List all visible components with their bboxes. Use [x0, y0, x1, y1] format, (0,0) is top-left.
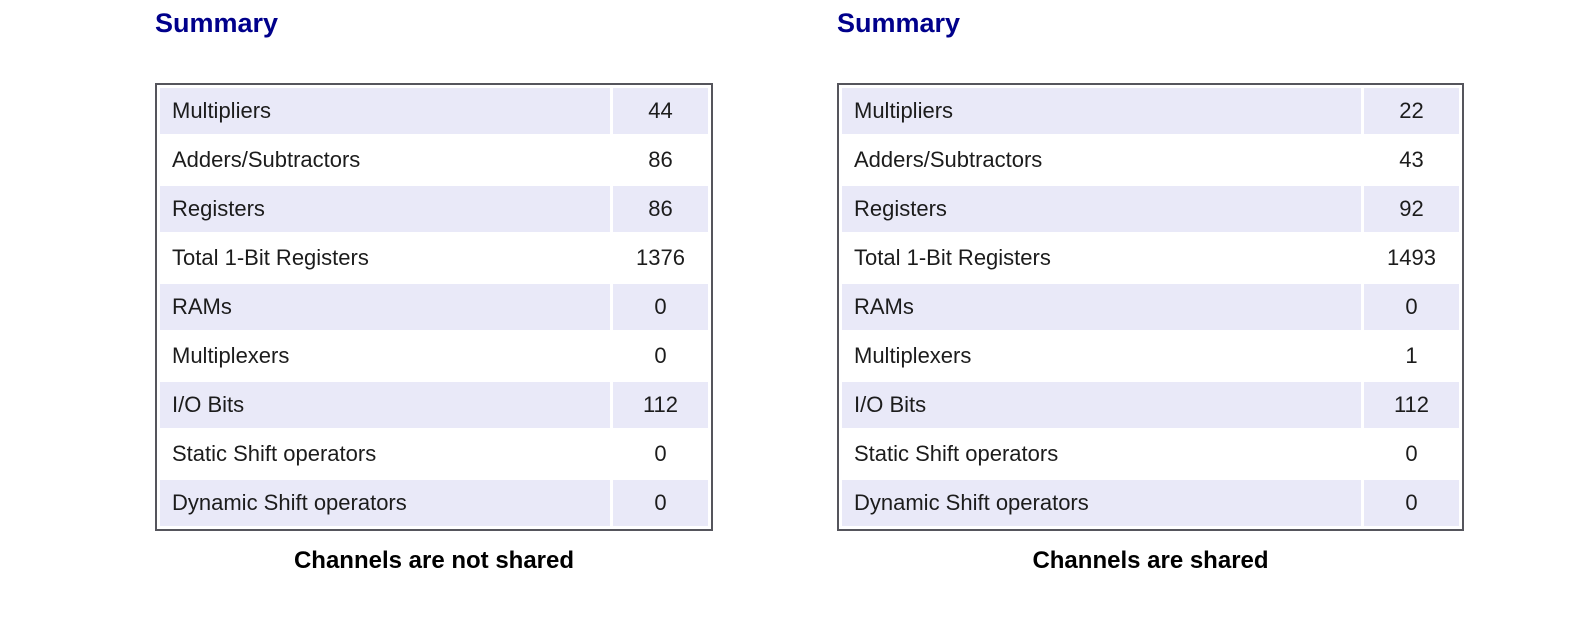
table-row-dynamic-shift-operators: Dynamic Shift operators 0 [160, 480, 708, 526]
table-row-static-shift-operators: Static Shift operators 0 [160, 431, 708, 477]
summary-panel-shared: Summary Multipliers 22 Adders/Subtractor… [837, 8, 1464, 618]
table-row-dynamic-shift-operators: Dynamic Shift operators 0 [842, 480, 1459, 526]
summary-heading: Summary [837, 8, 961, 38]
resource-value: 44 [613, 88, 708, 134]
summary-heading: Summary [155, 8, 279, 38]
resource-label: Registers [842, 186, 1361, 232]
resource-value: 0 [1364, 284, 1459, 330]
table-caption-not-shared: Channels are not shared [293, 547, 575, 574]
resource-label: Multiplexers [842, 333, 1361, 379]
table-row-total-1bit-registers: Total 1-Bit Registers 1376 [160, 235, 708, 281]
resource-label: Total 1-Bit Registers [842, 235, 1361, 281]
resource-label: I/O Bits [842, 382, 1361, 428]
table-row-adders-subtractors: Adders/Subtractors 43 [842, 137, 1459, 183]
resource-value: 1 [1364, 333, 1459, 379]
resource-value: 0 [613, 431, 708, 477]
resource-label: I/O Bits [160, 382, 610, 428]
resource-summary-table-not-shared: Multipliers 44 Adders/Subtractors 86 Reg… [155, 83, 713, 531]
resource-label: Multiplexers [160, 333, 610, 379]
resource-value: 0 [613, 480, 708, 526]
summary-panel-not-shared: Summary Multipliers 44 Adders/Subtractor… [155, 8, 713, 618]
resource-label: Dynamic Shift operators [160, 480, 610, 526]
table-row-io-bits: I/O Bits 112 [160, 382, 708, 428]
resource-value: 0 [613, 333, 708, 379]
resource-value: 92 [1364, 186, 1459, 232]
table-row-adders-subtractors: Adders/Subtractors 86 [160, 137, 708, 183]
resource-value: 86 [613, 137, 708, 183]
resource-label: Static Shift operators [160, 431, 610, 477]
resource-value: 112 [613, 382, 708, 428]
table-row-multiplexers: Multiplexers 0 [160, 333, 708, 379]
table-row-rams: RAMs 0 [842, 284, 1459, 330]
resource-label: Multipliers [160, 88, 610, 134]
resource-value: 1493 [1364, 235, 1459, 281]
resource-label: Static Shift operators [842, 431, 1361, 477]
resource-value: 0 [1364, 480, 1459, 526]
resource-label: Dynamic Shift operators [842, 480, 1361, 526]
resource-value: 86 [613, 186, 708, 232]
table-row-io-bits: I/O Bits 112 [842, 382, 1459, 428]
table-row-total-1bit-registers: Total 1-Bit Registers 1493 [842, 235, 1459, 281]
resource-label: RAMs [160, 284, 610, 330]
table-row-multipliers: Multipliers 22 [842, 88, 1459, 134]
resource-summary-table-shared: Multipliers 22 Adders/Subtractors 43 Reg… [837, 83, 1464, 531]
resource-label: Total 1-Bit Registers [160, 235, 610, 281]
resource-value: 43 [1364, 137, 1459, 183]
table-row-static-shift-operators: Static Shift operators 0 [842, 431, 1459, 477]
table-caption-shared: Channels are shared [1032, 547, 1269, 574]
resource-label: Adders/Subtractors [842, 137, 1361, 183]
resource-value: 112 [1364, 382, 1459, 428]
table-row-registers: Registers 92 [842, 186, 1459, 232]
table-row-multiplexers: Multiplexers 1 [842, 333, 1459, 379]
resource-value: 1376 [613, 235, 708, 281]
resource-value: 0 [1364, 431, 1459, 477]
resource-label: Adders/Subtractors [160, 137, 610, 183]
table-row-rams: RAMs 0 [160, 284, 708, 330]
table-row-multipliers: Multipliers 44 [160, 88, 708, 134]
resource-label: RAMs [842, 284, 1361, 330]
table-row-registers: Registers 86 [160, 186, 708, 232]
resource-value: 22 [1364, 88, 1459, 134]
resource-label: Registers [160, 186, 610, 232]
resource-value: 0 [613, 284, 708, 330]
resource-label: Multipliers [842, 88, 1361, 134]
